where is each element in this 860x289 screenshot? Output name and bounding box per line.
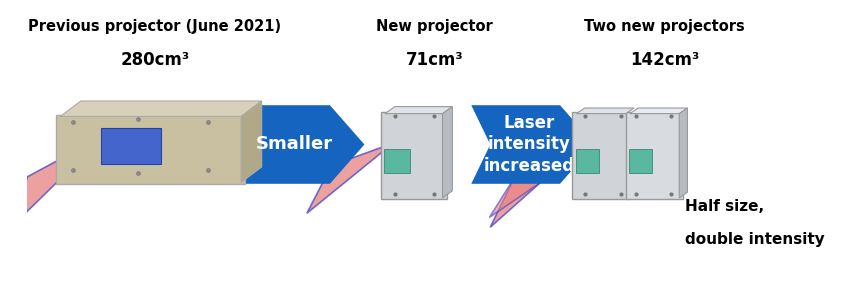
FancyBboxPatch shape (384, 149, 409, 173)
FancyBboxPatch shape (573, 112, 630, 199)
Text: Previous projector (June 2021): Previous projector (June 2021) (28, 19, 281, 34)
Text: Half size,: Half size, (685, 199, 765, 214)
Polygon shape (60, 101, 261, 116)
Text: intensity: intensity (488, 136, 570, 153)
Text: 71cm³: 71cm³ (405, 51, 463, 69)
FancyBboxPatch shape (101, 128, 161, 164)
Polygon shape (490, 143, 585, 227)
Text: Laser: Laser (503, 114, 555, 132)
FancyBboxPatch shape (626, 112, 684, 199)
Text: Two new projectors: Two new projectors (584, 19, 745, 34)
FancyBboxPatch shape (575, 149, 599, 173)
Polygon shape (241, 101, 261, 182)
Polygon shape (11, 135, 106, 227)
Polygon shape (679, 108, 687, 198)
Polygon shape (307, 143, 393, 213)
Polygon shape (489, 144, 596, 218)
Polygon shape (443, 107, 452, 198)
Text: double intensity: double intensity (685, 232, 825, 247)
FancyBboxPatch shape (381, 112, 446, 199)
Polygon shape (241, 105, 365, 184)
Polygon shape (385, 107, 452, 114)
FancyBboxPatch shape (630, 149, 652, 173)
Polygon shape (471, 105, 594, 184)
Text: 280cm³: 280cm³ (120, 51, 189, 69)
Polygon shape (630, 108, 687, 114)
Polygon shape (576, 108, 634, 114)
Text: New projector: New projector (376, 19, 493, 34)
Text: Smaller: Smaller (256, 136, 333, 153)
Text: 142cm³: 142cm³ (630, 51, 699, 69)
FancyBboxPatch shape (56, 115, 245, 184)
Text: increased: increased (483, 157, 574, 175)
